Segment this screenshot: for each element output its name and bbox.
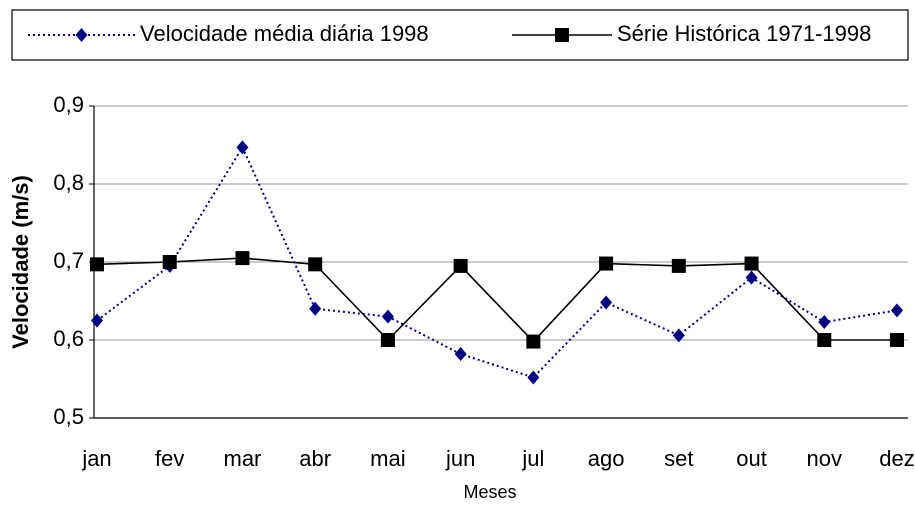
marker	[91, 313, 103, 328]
marker	[744, 256, 759, 271]
x-tick-label: jul	[521, 446, 544, 471]
marker	[309, 301, 322, 316]
marker	[90, 257, 104, 272]
marker	[817, 333, 832, 347]
marker	[745, 270, 758, 285]
marker	[891, 303, 903, 318]
series-line	[96, 145, 898, 379]
marker	[818, 315, 831, 330]
legend-marker	[555, 28, 569, 42]
legend-label: Velocidade média diária 1998	[140, 21, 429, 46]
x-tick-label: jan	[81, 446, 111, 471]
marker	[235, 251, 250, 266]
x-tick-label: nov	[807, 446, 842, 471]
x-tick-label: out	[736, 446, 767, 471]
y-tick-label: 0,6	[53, 326, 84, 351]
marker	[308, 257, 323, 272]
marker	[380, 333, 395, 347]
marker	[599, 256, 614, 271]
marker	[453, 258, 468, 273]
marker	[381, 309, 394, 324]
x-tick-label: mai	[370, 446, 405, 471]
legend-marker	[75, 28, 88, 42]
y-axis-label: Velocidade (m/s)	[8, 175, 33, 349]
y-tick-label: 0,5	[53, 404, 84, 429]
marker	[672, 328, 685, 343]
marker	[526, 334, 541, 349]
marker	[890, 333, 904, 347]
marker	[162, 255, 177, 269]
series-line	[96, 257, 897, 343]
y-tick-label: 0,9	[53, 92, 84, 117]
x-tick-label: jun	[445, 446, 475, 471]
legend-label: Série Histórica 1971-1998	[617, 21, 871, 46]
marker	[600, 295, 613, 310]
x-tick-label: set	[664, 446, 693, 471]
y-tick-label: 0,7	[53, 248, 84, 273]
marker	[527, 370, 540, 385]
y-tick-label: 0,8	[53, 170, 84, 195]
x-tick-label: fev	[155, 446, 184, 471]
x-axis-label: Meses	[463, 482, 516, 502]
marker	[671, 258, 686, 273]
x-tick-label: abr	[299, 446, 331, 471]
legend-box	[11, 9, 909, 61]
x-tick-label: mar	[224, 446, 262, 471]
x-tick-label: dez	[879, 446, 914, 471]
marker	[236, 140, 249, 155]
x-tick-label: ago	[588, 446, 625, 471]
marker	[454, 347, 467, 362]
